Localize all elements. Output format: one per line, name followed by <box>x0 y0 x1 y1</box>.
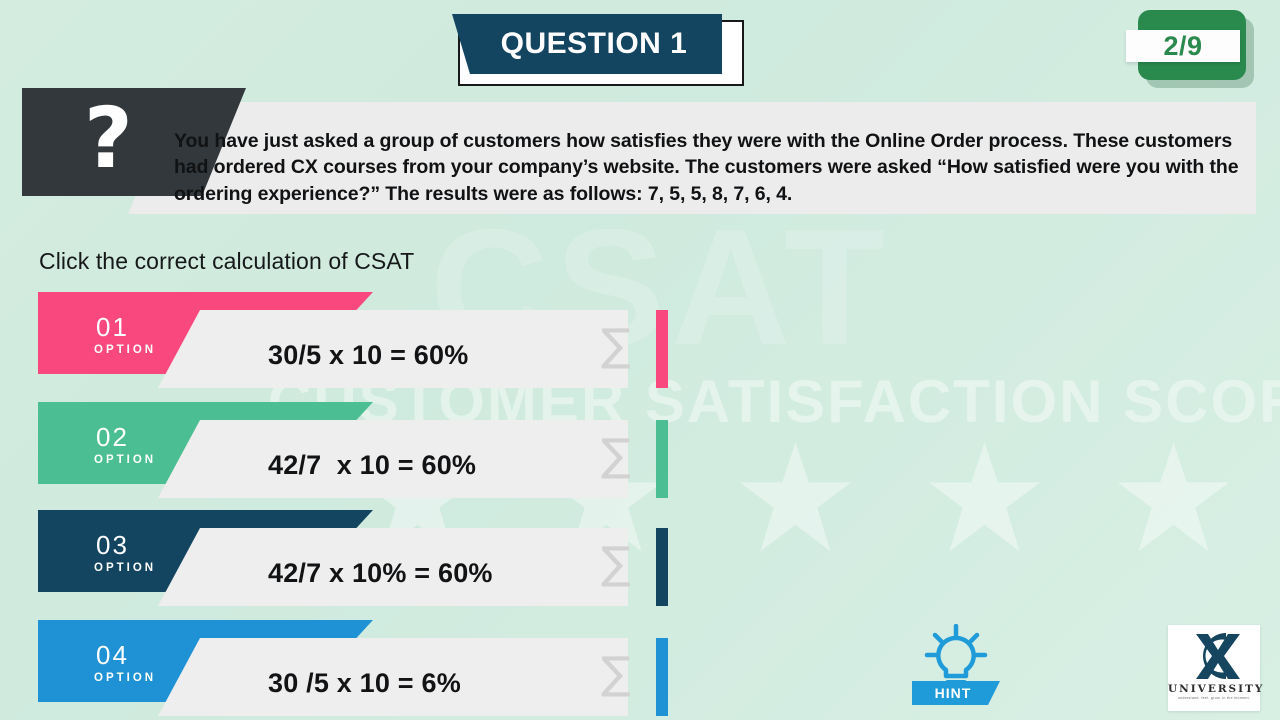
progress-badge: 2/9 <box>1126 10 1254 88</box>
question-title: QUESTION 1 <box>500 27 688 60</box>
question-text: You have just asked a group of customers… <box>174 130 1239 205</box>
star-icon <box>897 440 1072 555</box>
instruction-text: Click the correct calculation of CSAT <box>39 248 415 274</box>
option-3-text: 42/7 x 10% = 60% <box>268 558 493 588</box>
question-icon-box <box>22 88 246 196</box>
logo: UNIVERSITY understand. feel. grow. in th… <box>1168 625 1265 711</box>
question-header-banner: QUESTION 1 <box>452 14 744 86</box>
option-1-text: 30/5 x 10 = 60% <box>268 340 469 370</box>
option-4-accent-bar <box>656 638 668 716</box>
option-1[interactable]: 01 OPTION 30/5 x 10 = 60% ∑ <box>38 292 668 392</box>
sigma-icon: ∑ <box>601 430 631 481</box>
option-1-card[interactable] <box>158 310 628 388</box>
option-1-accent-bar <box>656 310 668 388</box>
progress-badge-band: 2/9 <box>1126 30 1240 62</box>
option-3-accent-bar <box>656 528 668 606</box>
option-4-card[interactable] <box>158 638 628 716</box>
sigma-icon: ∑ <box>601 648 631 699</box>
star-icon <box>708 440 883 555</box>
option-3-card[interactable] <box>158 528 628 606</box>
option-2-card[interactable] <box>158 420 628 498</box>
option-2-text: 42/7 x 10 = 60% <box>268 450 477 480</box>
logo-name: UNIVERSITY <box>1168 683 1265 695</box>
hint-label: HINT <box>934 685 972 701</box>
cx-monogram-icon <box>1168 627 1260 685</box>
star-icon <box>1086 440 1261 555</box>
option-2[interactable]: 02 OPTION 42/7 x 10 = 60% ∑ <box>38 402 668 502</box>
option-4-number: 04 <box>96 640 129 670</box>
hint-label-banner[interactable]: HINT <box>912 681 1000 705</box>
sigma-icon: ∑ <box>601 538 631 589</box>
option-2-accent-bar <box>656 420 668 498</box>
option-3-sublabel: OPTION <box>94 562 157 574</box>
progress-value: 2/9 <box>1163 30 1203 61</box>
option-2-sublabel: OPTION <box>94 454 157 466</box>
option-4[interactable]: 04 OPTION 30 /5 x 10 = 6% ∑ <box>38 620 668 720</box>
option-4-sublabel: OPTION <box>94 672 157 684</box>
option-4-text: 30 /5 x 10 = 6% <box>268 668 461 698</box>
question-mark-icon: ? <box>84 89 133 187</box>
sigma-icon: ∑ <box>601 320 631 371</box>
question-card <box>128 102 1256 214</box>
question-block: ? You have just asked a group of custome… <box>22 88 1256 226</box>
option-1-sublabel: OPTION <box>94 344 157 356</box>
option-1-number: 01 <box>96 312 129 342</box>
header-banner-plate <box>452 14 722 74</box>
option-3[interactable]: 03 OPTION 42/7 x 10% = 60% ∑ <box>38 510 668 610</box>
option-3-number: 03 <box>96 530 129 560</box>
option-2-number: 02 <box>96 422 129 452</box>
logo-tagline: understand. feel. grow. in the moment. <box>1177 696 1251 700</box>
